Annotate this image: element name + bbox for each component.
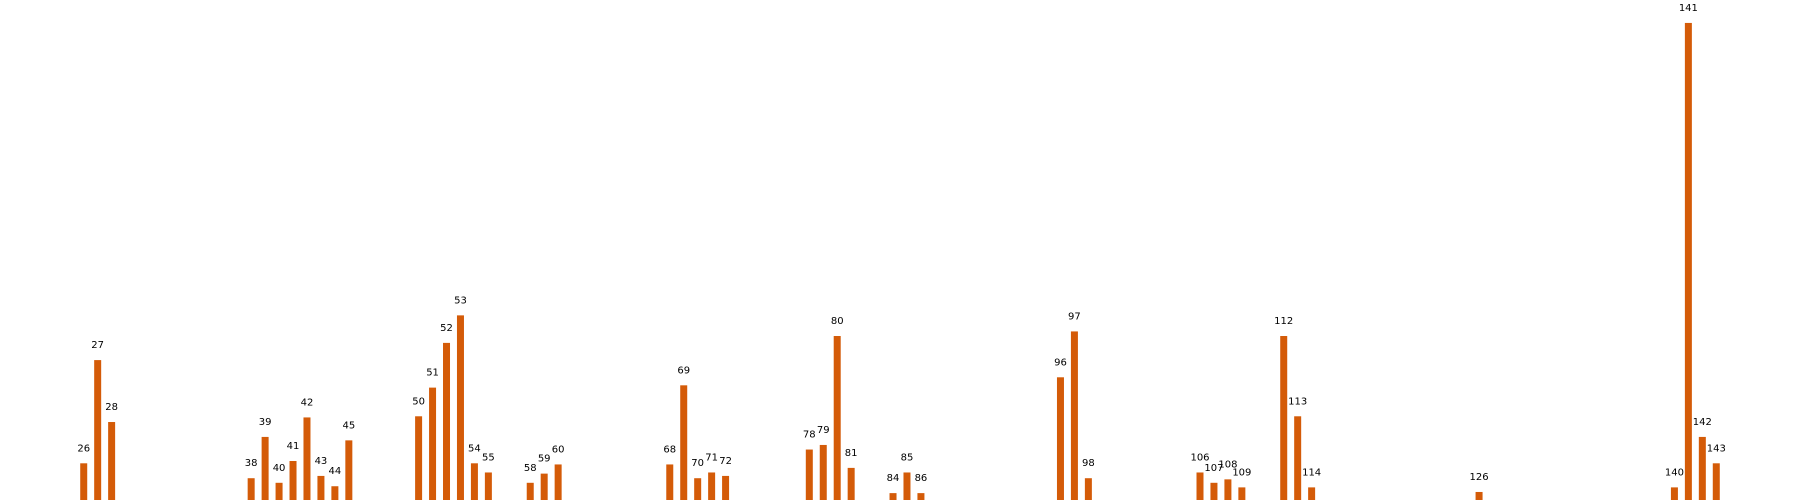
bar-label: 85 bbox=[901, 452, 914, 463]
bar-label: 113 bbox=[1288, 396, 1307, 407]
bar-label: 79 bbox=[817, 425, 830, 436]
bar bbox=[108, 422, 116, 500]
bar-label: 81 bbox=[845, 448, 858, 459]
bar-label: 106 bbox=[1190, 452, 1209, 463]
bar-label: 41 bbox=[287, 441, 300, 452]
bar-label: 141 bbox=[1679, 3, 1698, 14]
bar bbox=[456, 315, 464, 500]
bar-label: 78 bbox=[803, 430, 816, 441]
bar bbox=[1084, 478, 1092, 500]
bar-label: 45 bbox=[342, 420, 355, 431]
bar bbox=[554, 464, 562, 500]
bar bbox=[903, 472, 911, 500]
bar bbox=[1224, 479, 1232, 500]
bar-label: 59 bbox=[538, 454, 551, 465]
bar bbox=[1684, 22, 1692, 500]
bar bbox=[443, 342, 451, 500]
bar bbox=[289, 461, 297, 500]
bar-label: 54 bbox=[468, 443, 481, 454]
bar-label: 80 bbox=[831, 316, 844, 327]
bar bbox=[526, 482, 534, 500]
bar-label: 40 bbox=[273, 463, 286, 474]
bar-label: 38 bbox=[245, 458, 258, 469]
bar-label: 69 bbox=[677, 365, 690, 376]
bar-label: 97 bbox=[1068, 311, 1081, 322]
bar bbox=[1238, 487, 1246, 500]
bar-label: 68 bbox=[663, 444, 676, 455]
bar bbox=[1670, 487, 1678, 500]
bar-label: 53 bbox=[454, 295, 467, 306]
bar bbox=[819, 444, 827, 500]
bar-label: 27 bbox=[91, 340, 104, 351]
bar bbox=[680, 385, 688, 500]
bar bbox=[1070, 331, 1078, 500]
bar bbox=[80, 463, 88, 500]
bar-label: 107 bbox=[1204, 463, 1223, 474]
bar bbox=[1698, 436, 1706, 500]
bar-label: 55 bbox=[482, 452, 495, 463]
bar-label: 142 bbox=[1693, 417, 1712, 428]
bar-label: 109 bbox=[1232, 467, 1251, 478]
bar-label: 71 bbox=[705, 452, 718, 463]
bar-label: 51 bbox=[426, 368, 439, 379]
bar-label: 39 bbox=[259, 417, 272, 428]
bar bbox=[833, 336, 841, 500]
bar-label: 50 bbox=[412, 396, 425, 407]
bar bbox=[484, 472, 492, 500]
bar bbox=[1294, 416, 1302, 500]
bar-label: 58 bbox=[524, 463, 537, 474]
bar bbox=[261, 436, 269, 500]
bar bbox=[1210, 482, 1218, 500]
bar-label: 96 bbox=[1054, 357, 1067, 368]
bar-label: 26 bbox=[77, 443, 90, 454]
bar-label: 143 bbox=[1707, 443, 1726, 454]
bar bbox=[805, 449, 813, 500]
bar-label: 70 bbox=[691, 458, 704, 469]
bar bbox=[1280, 336, 1288, 500]
bar-label: 44 bbox=[329, 466, 342, 477]
bar-label: 112 bbox=[1274, 316, 1293, 327]
bar-label: 140 bbox=[1665, 467, 1684, 478]
bar bbox=[917, 493, 925, 500]
bar bbox=[889, 493, 897, 500]
bar bbox=[470, 463, 478, 500]
bar bbox=[540, 473, 548, 500]
bar bbox=[1196, 472, 1204, 500]
bar-label: 28 bbox=[105, 402, 118, 413]
bar-label: 84 bbox=[887, 473, 900, 484]
bar bbox=[303, 417, 311, 500]
bar bbox=[1475, 491, 1483, 500]
bar bbox=[847, 467, 855, 500]
bar-label: 86 bbox=[915, 473, 928, 484]
bar bbox=[666, 464, 674, 500]
bar-label: 60 bbox=[552, 444, 565, 455]
bar bbox=[1056, 377, 1064, 500]
bar bbox=[694, 478, 702, 500]
bar bbox=[1712, 463, 1720, 500]
bar bbox=[331, 486, 339, 500]
bar bbox=[317, 475, 325, 500]
bar bbox=[722, 475, 730, 500]
bar-label: 42 bbox=[301, 397, 314, 408]
bar bbox=[94, 360, 102, 500]
bar-label: 52 bbox=[440, 323, 453, 334]
bar bbox=[275, 482, 283, 500]
bar bbox=[345, 440, 353, 500]
bar bbox=[708, 472, 716, 500]
bar-label: 126 bbox=[1470, 472, 1489, 483]
bar bbox=[247, 478, 255, 500]
bar-label: 72 bbox=[719, 456, 732, 467]
bar-label: 108 bbox=[1218, 459, 1237, 470]
bar-label: 98 bbox=[1082, 458, 1095, 469]
bar-label: 114 bbox=[1302, 467, 1321, 478]
bar-label: 43 bbox=[315, 456, 328, 467]
bar bbox=[1308, 487, 1316, 500]
bar bbox=[415, 416, 423, 500]
bar bbox=[429, 387, 437, 500]
